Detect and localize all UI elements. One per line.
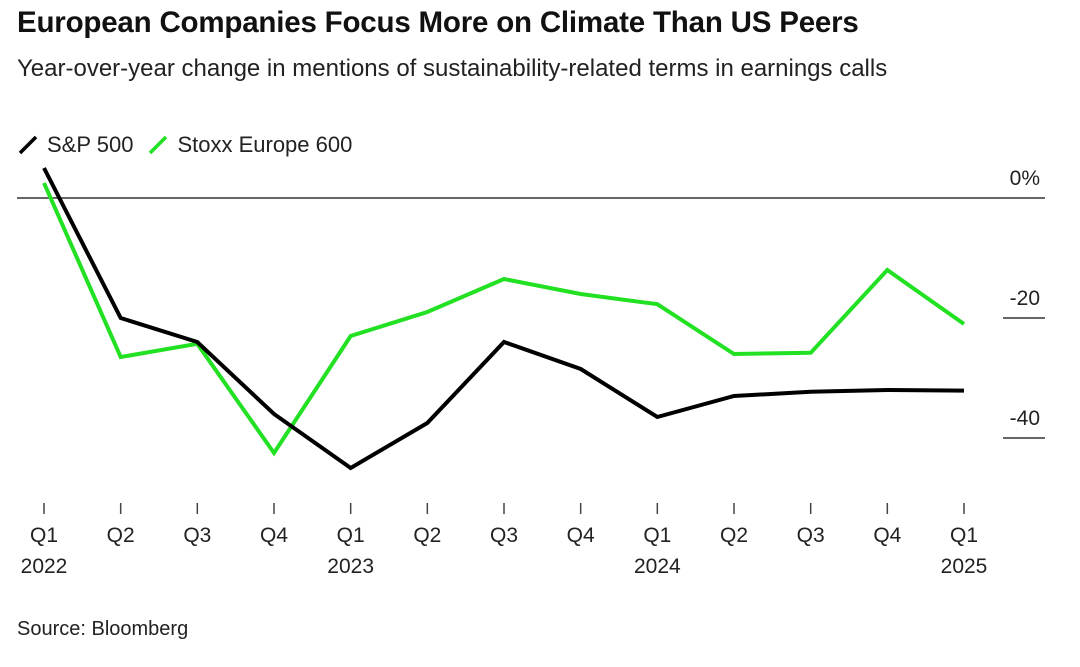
y-tick-label: -20 — [1010, 287, 1040, 310]
legend-swatch-stoxx600 — [149, 135, 168, 155]
x-tick-label: Q1 — [643, 524, 671, 547]
x-year-label: 2025 — [941, 555, 988, 578]
x-tick-label: Q2 — [413, 524, 441, 547]
legend-item-sp500: S&P 500 — [17, 132, 133, 158]
x-tick-label: Q1 — [337, 524, 365, 547]
x-year-label: 2024 — [634, 555, 681, 578]
x-tick-label: Q1 — [950, 524, 978, 547]
x-year-label: 2023 — [327, 555, 374, 578]
x-tick-label: Q4 — [260, 524, 288, 547]
x-tick-label: Q3 — [490, 524, 518, 547]
legend-label-stoxx600: Stoxx Europe 600 — [177, 132, 353, 157]
x-tick-label: Q2 — [720, 524, 748, 547]
x-tick-label: Q1 — [30, 524, 58, 547]
x-tick-label: Q2 — [107, 524, 135, 547]
legend-swatch-sp500 — [18, 135, 38, 155]
x-tick-label: Q4 — [567, 524, 595, 547]
chart-subtitle: Year-over-year change in mentions of sus… — [17, 55, 888, 82]
y-tick-label: -40 — [1010, 407, 1040, 430]
legend-item-stoxx600: Stoxx Europe 600 — [147, 132, 352, 158]
series-line-sp500 — [42, 167, 965, 471]
chart-title: European Companies Focus More on Climate… — [17, 6, 859, 39]
source-note: Source: Bloomberg — [17, 618, 189, 640]
x-tick-label: Q3 — [797, 524, 825, 547]
legend-label-sp500: S&P 500 — [47, 132, 134, 157]
legend: S&P 500 Stoxx Europe 600 — [17, 130, 366, 160]
x-tick-label: Q4 — [873, 524, 901, 547]
y-tick-label: 0% — [1010, 167, 1040, 190]
series-line-stoxx600 — [42, 182, 966, 457]
x-year-label: 2022 — [21, 555, 68, 578]
x-tick-label: Q3 — [183, 524, 211, 547]
